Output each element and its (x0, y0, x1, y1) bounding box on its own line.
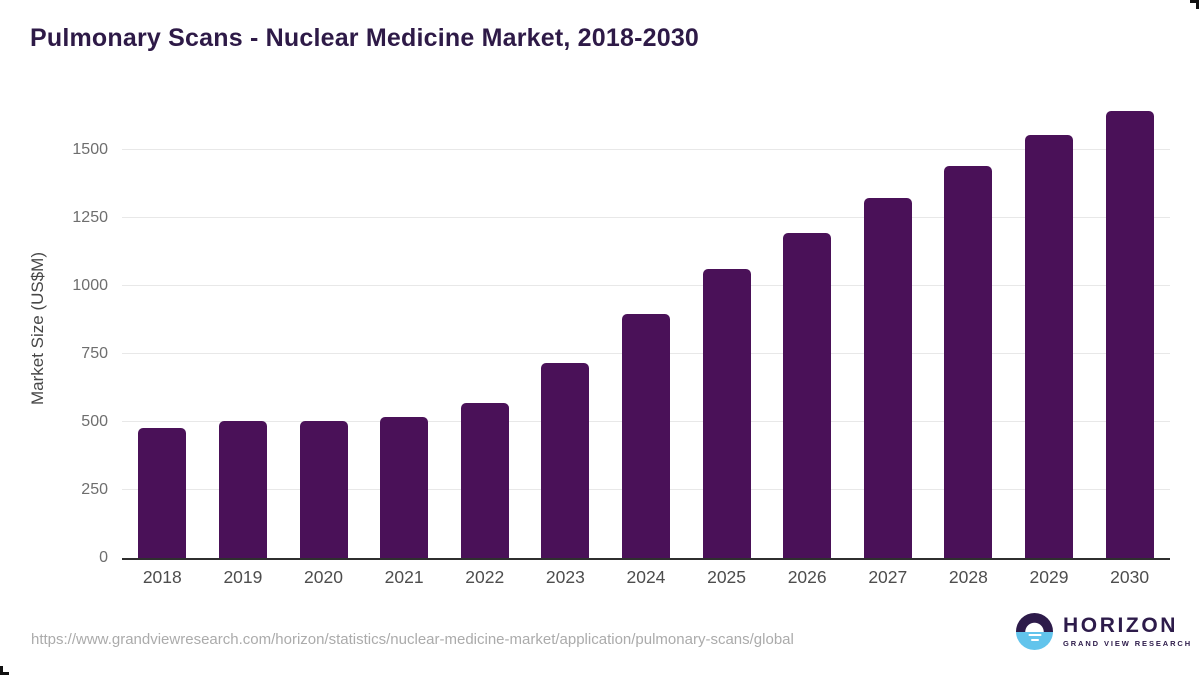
bar-2026 (783, 233, 832, 558)
bar-slot (606, 100, 687, 558)
y-tick-label: 1250 (72, 209, 108, 227)
bar-slot (767, 100, 848, 558)
gridline (122, 285, 1170, 287)
x-axis-labels: 2018 2019 2020 2021 2022 2023 2024 2025 2026 2027… (122, 567, 1170, 588)
bar-2030 (1105, 110, 1154, 558)
bar-slot (364, 100, 445, 558)
x-tick-label: 2028 (948, 567, 988, 587)
bar-slot (122, 100, 203, 558)
bar-slot (444, 100, 525, 558)
bar-2028 (944, 165, 993, 558)
gridline (122, 149, 1170, 151)
bar-2025 (702, 269, 751, 558)
x-tick-label: 2021 (384, 567, 424, 587)
x-tick-label: 2024 (626, 567, 666, 587)
bar-series (122, 100, 1170, 558)
bar-slot (928, 100, 1009, 558)
bar-2019 (218, 421, 267, 558)
bar-2018 (138, 428, 187, 558)
bar-slot (1009, 100, 1090, 558)
bar-2029 (1025, 134, 1073, 558)
logo-water (1016, 631, 1053, 650)
x-tick-label: 2029 (1029, 567, 1069, 587)
chart-title: Pulmonary Scans - Nuclear Medicine Marke… (30, 24, 700, 52)
x-tick-label: 2020 (304, 567, 343, 587)
logo-reflection-line (1028, 633, 1041, 636)
corner-mark-bottom-left (0, 666, 9, 675)
logo-name: HORIZON (1063, 614, 1179, 637)
bar-slot (1089, 100, 1170, 558)
logo-sun-arch (1016, 613, 1053, 632)
y-axis-ticks: 0 250 500 750 1000 1250 1500 (20, 100, 108, 566)
bar-2020 (299, 421, 348, 558)
bar-slot (847, 100, 928, 558)
source-url: https://www.grandviewresearch.com/horizo… (31, 631, 794, 648)
x-tick-label: 2022 (465, 567, 505, 587)
bar-slot (203, 100, 284, 558)
x-tick-label: 2025 (707, 567, 747, 587)
bar-2024 (621, 314, 670, 558)
x-tick-label: 2027 (868, 567, 908, 587)
x-tick-label: 2019 (223, 567, 263, 587)
y-tick-label: 1500 (72, 141, 108, 159)
corner-mark-top-right (1190, 0, 1199, 9)
plot-area (122, 100, 1170, 560)
bar-2022 (460, 403, 509, 558)
bar-slot (283, 100, 364, 558)
logo-reflection-line (1030, 638, 1039, 641)
y-tick-label: 750 (81, 345, 108, 363)
logo-wordmark: HORIZON GRAND VIEW RESEARCH (1063, 615, 1192, 648)
horizon-logo: HORIZON GRAND VIEW RESEARCH (1016, 613, 1192, 650)
bar-slot (525, 100, 606, 558)
y-tick-label: 1000 (72, 277, 108, 295)
y-tick-label: 500 (81, 413, 108, 431)
x-tick-label: 2023 (545, 567, 585, 587)
x-tick-label: 2026 (787, 567, 827, 587)
gridline (122, 217, 1170, 219)
y-tick-label: 250 (81, 481, 108, 499)
sunrise-circle-icon (1016, 613, 1053, 650)
x-tick-label: 2018 (142, 567, 182, 587)
y-tick-label: 0 (99, 549, 108, 566)
bar-slot (686, 100, 767, 558)
bar-2027 (863, 198, 912, 558)
x-tick-label: 2030 (1110, 567, 1150, 587)
bar-2023 (541, 363, 590, 558)
logo-subtitle: GRAND VIEW RESEARCH (1063, 639, 1193, 648)
bar-2021 (380, 417, 429, 558)
